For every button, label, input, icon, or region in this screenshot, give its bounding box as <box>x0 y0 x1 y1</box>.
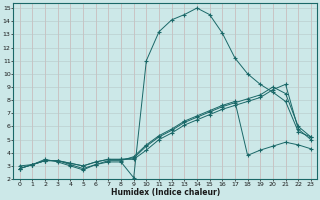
X-axis label: Humidex (Indice chaleur): Humidex (Indice chaleur) <box>111 188 220 197</box>
